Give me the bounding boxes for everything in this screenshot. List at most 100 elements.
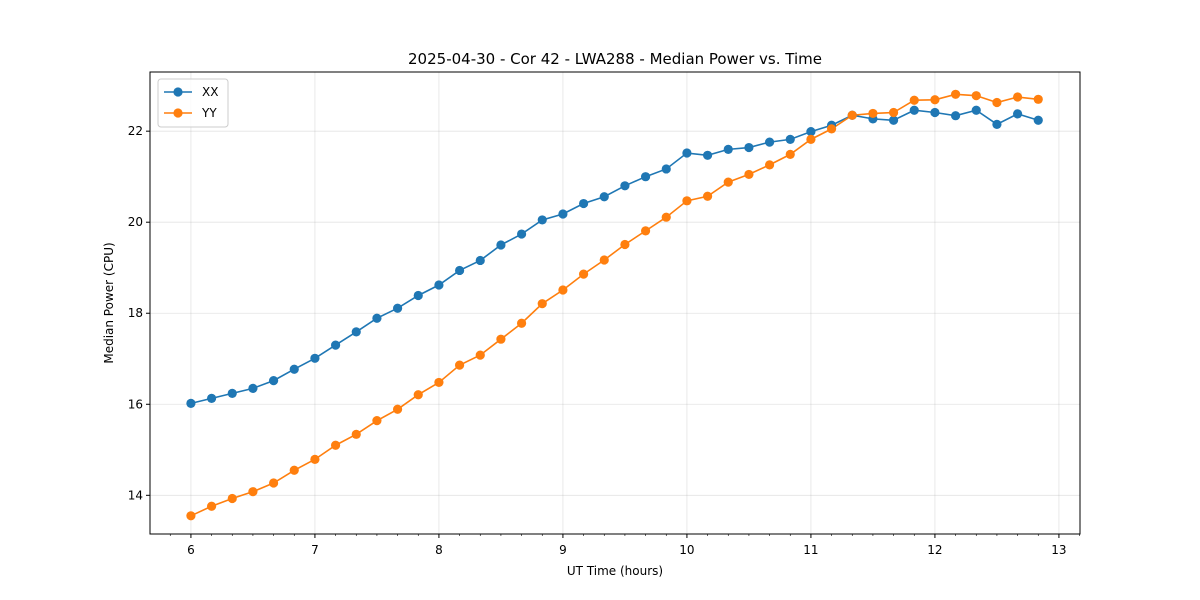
x-tick-label: 10 [679, 543, 694, 557]
data-point-yy [785, 149, 795, 159]
data-point-yy [186, 511, 196, 521]
data-point-yy [620, 239, 630, 250]
data-point-xx [351, 327, 361, 337]
data-point-yy [206, 501, 217, 511]
data-point-yy [434, 377, 444, 388]
data-point-yy [1012, 92, 1023, 102]
data-point-yy [661, 212, 671, 222]
legend: XX YY [157, 78, 229, 128]
data-point-yy [888, 107, 899, 118]
data-point-yy [909, 95, 919, 105]
data-point-yy [826, 124, 837, 134]
data-point-xx [289, 364, 299, 374]
data-point-xx [413, 290, 423, 301]
data-point-xx [537, 215, 547, 225]
x-tick-label: 13 [1051, 543, 1066, 557]
series-points [186, 89, 1043, 521]
data-point-yy [268, 478, 279, 488]
data-point-xx [186, 398, 196, 408]
data-point-xx [578, 198, 589, 209]
x-axis-label: UT Time (hours) [567, 564, 663, 578]
legend-label-xx: XX [202, 85, 218, 99]
data-point-yy [992, 97, 1002, 108]
chart-title: 2025-04-30 - Cor 42 - LWA288 - Median Po… [408, 50, 822, 68]
y-axis-ticks: 14 16 18 20 22 [128, 124, 150, 502]
data-point-xx [971, 105, 981, 115]
y-tick-label: 14 [128, 488, 143, 502]
data-point-xx [206, 393, 217, 403]
data-point-xx [950, 111, 961, 121]
x-axis-ticks: 6 7 8 9 10 11 12 13 [169, 534, 1080, 557]
x-tick-label: 12 [927, 543, 942, 557]
y-tick-label: 22 [128, 124, 143, 138]
data-point-xx [785, 134, 795, 144]
data-point-yy [950, 89, 961, 99]
data-point-xx [558, 209, 568, 219]
x-tick-label: 7 [311, 543, 319, 557]
x-tick-label: 9 [559, 543, 567, 557]
data-point-xx [454, 265, 465, 276]
data-point-xx [1033, 115, 1043, 125]
data-point-yy [372, 416, 382, 426]
legend-marker-yy [173, 108, 183, 118]
data-point-xx [930, 107, 940, 118]
x-tick-label: 8 [435, 543, 443, 557]
data-point-xx [702, 150, 713, 160]
data-point-xx [661, 164, 671, 174]
data-point-yy [640, 226, 651, 236]
data-point-yy [475, 350, 485, 360]
data-point-yy [764, 160, 775, 170]
data-point-xx [1012, 109, 1023, 119]
data-point-yy [599, 255, 609, 265]
plot-frame [149, 71, 1081, 535]
data-point-yy [558, 285, 568, 295]
data-point-yy [227, 493, 237, 504]
data-point-xx [888, 115, 899, 125]
data-point-yy [1033, 94, 1043, 104]
data-point-xx [599, 192, 609, 202]
data-point-xx [909, 105, 919, 115]
y-tick-label: 20 [128, 215, 143, 229]
data-point-yy [392, 404, 403, 414]
y-tick-label: 18 [128, 306, 143, 320]
data-point-yy [330, 440, 341, 450]
data-point-xx [496, 240, 506, 250]
data-point-yy [806, 134, 816, 144]
data-point-xx [268, 376, 279, 386]
data-point-yy [682, 196, 692, 206]
data-point-yy [578, 269, 589, 279]
data-point-xx [434, 280, 444, 290]
x-tick-label: 11 [803, 543, 818, 557]
data-point-yy [413, 390, 423, 400]
data-point-xx [744, 142, 754, 153]
data-point-xx [516, 229, 527, 239]
data-point-yy [723, 177, 733, 187]
data-point-yy [516, 318, 527, 328]
data-point-xx [992, 119, 1002, 129]
data-point-xx [330, 340, 341, 350]
data-point-yy [971, 91, 981, 101]
legend-marker-xx [173, 87, 183, 97]
data-point-yy [537, 299, 547, 309]
data-point-xx [392, 303, 403, 313]
data-point-yy [847, 110, 857, 120]
data-point-yy [310, 454, 320, 464]
data-point-xx [806, 127, 816, 137]
x-tick-label: 6 [187, 543, 195, 557]
y-axis-label: Median Power (CPU) [102, 242, 116, 363]
data-point-xx [640, 172, 651, 182]
legend-label-yy: YY [201, 106, 217, 120]
data-point-yy [351, 429, 361, 439]
data-point-xx [620, 181, 630, 191]
grid [150, 72, 1080, 534]
data-point-yy [289, 465, 299, 475]
data-point-yy [868, 108, 878, 119]
data-point-xx [310, 353, 320, 363]
data-point-xx [248, 383, 258, 393]
data-point-yy [454, 360, 465, 370]
data-point-xx [723, 144, 733, 154]
data-point-yy [930, 95, 940, 105]
data-point-yy [496, 334, 506, 344]
y-tick-label: 16 [128, 397, 143, 411]
